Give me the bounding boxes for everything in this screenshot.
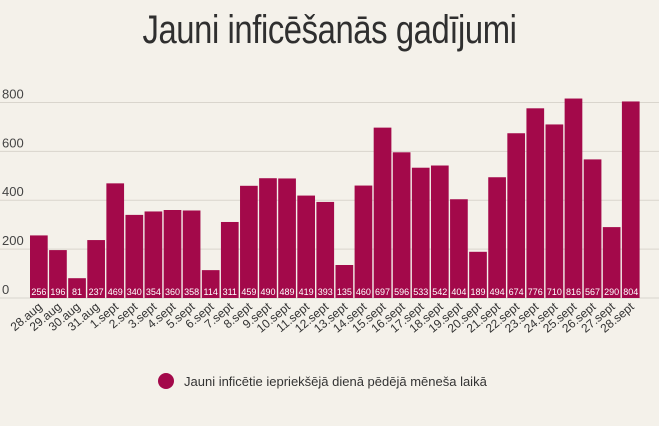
bar (564, 98, 583, 299)
bar-value-label: 354 (146, 287, 161, 297)
bar-value-label: 404 (451, 287, 466, 297)
legend: Jauni inficētie iepriekšējā dienā pēdējā… (158, 373, 487, 389)
bar-value-label: 189 (470, 287, 485, 297)
y-axis-ticks: 0 200 400 600 800 (2, 86, 24, 297)
x-axis-ticks: 28.aug29.aug30.aug31.aug1.sept2.sept3.se… (8, 299, 638, 335)
bar-value-label: 542 (432, 287, 447, 297)
bar (87, 240, 105, 298)
bar-value-label: 494 (490, 287, 505, 297)
bar (125, 214, 144, 298)
bar-value-label: 135 (337, 287, 352, 297)
bar (335, 265, 354, 298)
bar (259, 178, 277, 298)
bar-value-label: 776 (528, 287, 543, 297)
bar-value-label: 256 (31, 287, 46, 297)
bar-value-label: 567 (585, 287, 600, 297)
bar (316, 201, 335, 298)
bar (621, 101, 640, 298)
bar-value-label: 360 (165, 287, 180, 297)
bar (469, 251, 487, 298)
bar (30, 235, 48, 298)
bar (526, 108, 545, 298)
bar (201, 270, 220, 298)
legend-label: Jauni inficētie iepriekšējā dienā pēdējā… (184, 373, 487, 389)
bar-value-label: 489 (280, 287, 295, 297)
bar-value-label: 393 (318, 287, 333, 297)
bar (144, 211, 163, 298)
bar (240, 185, 258, 298)
bar-value-label: 114 (204, 287, 218, 297)
y-tick-label: 0 (2, 282, 9, 297)
bar-value-label: 290 (604, 287, 619, 297)
bar (106, 183, 125, 298)
bar-value-label: 358 (184, 287, 199, 297)
bar-value-label: 816 (566, 287, 581, 297)
bar (297, 195, 316, 298)
bar-value-label: 81 (72, 287, 82, 297)
bars (30, 98, 640, 299)
bar (49, 250, 67, 298)
bar (163, 210, 182, 298)
y-tick-label: 400 (2, 184, 24, 199)
bar (488, 177, 506, 298)
y-tick-label: 600 (2, 135, 24, 150)
bar-value-label: 311 (223, 287, 237, 297)
bar-value-label: 340 (127, 287, 142, 297)
bar-value-label: 697 (375, 287, 390, 297)
bar-value-label: 196 (50, 287, 65, 297)
bar-value-label: 804 (623, 287, 638, 297)
bar (392, 152, 411, 298)
bar (411, 167, 430, 298)
bar (430, 165, 449, 298)
bar (373, 127, 392, 298)
value-labels: 256 196 81 237 469 340 354 360 358 114 311 459 490 48… (31, 287, 638, 297)
bar-value-label: 469 (108, 287, 123, 297)
bar (545, 124, 564, 298)
bar (220, 221, 239, 298)
legend-swatch (158, 373, 174, 389)
bar (278, 178, 296, 298)
bar-value-label: 490 (260, 287, 275, 297)
bar (583, 159, 602, 298)
chart-title: Jauni inficēšanās gadījumi (142, 8, 517, 52)
bar-value-label: 460 (356, 287, 371, 297)
bar (450, 199, 468, 298)
y-tick-label: 200 (2, 233, 24, 248)
bar (507, 133, 526, 298)
bar (68, 278, 86, 298)
bar-value-label: 533 (413, 287, 428, 297)
bar-value-label: 459 (241, 287, 256, 297)
bar-value-label: 674 (509, 287, 524, 297)
bar-value-label: 596 (394, 287, 409, 297)
bar-value-label: 710 (547, 287, 562, 297)
bar (182, 210, 201, 298)
bar (354, 185, 373, 298)
bar (602, 227, 621, 298)
y-tick-label: 800 (2, 86, 24, 101)
bar-value-label: 419 (299, 287, 314, 297)
bar-value-label: 237 (89, 287, 104, 297)
